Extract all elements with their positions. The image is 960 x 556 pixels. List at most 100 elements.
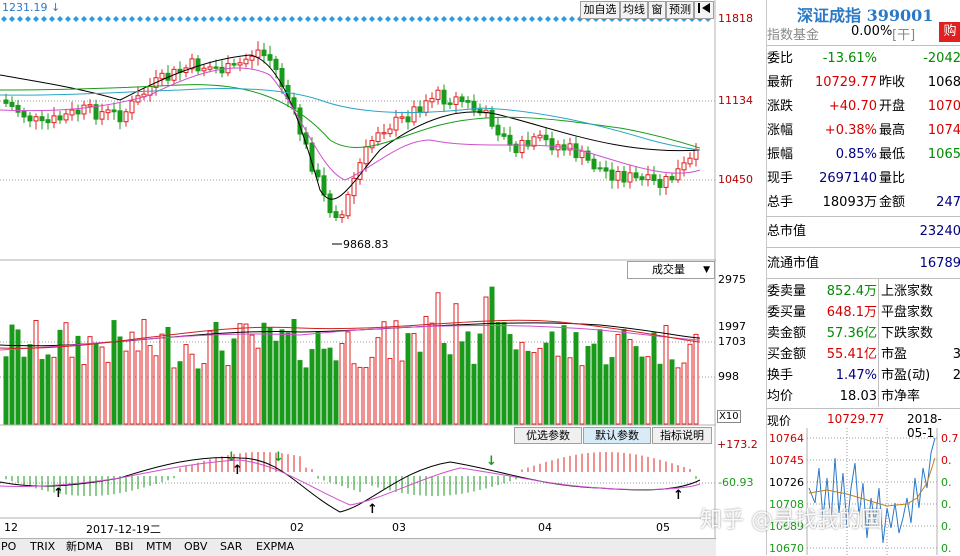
tab-obv[interactable]: OBV — [184, 540, 208, 553]
order-row: 换手 1.47% 市盈(动) 2 — [767, 365, 960, 386]
optimize-params-button[interactable]: 优选参数 — [514, 427, 582, 444]
kline-chart[interactable]: ↑ ↓ ↑ ↓ ↑ ↓ ↑ — [0, 0, 716, 555]
diamond-marker — [209, 16, 215, 22]
volume-bar — [171, 367, 177, 425]
diamond-marker — [225, 16, 231, 22]
volume-bar — [357, 366, 363, 425]
diamond-marker — [393, 16, 399, 22]
volume-bar — [225, 365, 231, 425]
tab-sar[interactable]: SAR — [220, 540, 243, 553]
volume-bar — [453, 303, 459, 425]
tab-bbi[interactable]: BBI — [115, 540, 134, 553]
total-mv-value: 23240 — [919, 224, 960, 239]
order-label: 下跌家数 — [881, 326, 934, 341]
diamond-marker — [145, 16, 151, 22]
diamond-marker — [153, 16, 159, 22]
indicator-explain-button[interactable]: 指标说明 — [652, 427, 712, 444]
candle-up — [531, 136, 537, 147]
intraday-mini-chart[interactable] — [767, 428, 960, 555]
order-row: 委买量 648.1万 平盘家数 — [767, 302, 960, 323]
candle-down — [417, 106, 423, 113]
candle-down — [213, 66, 219, 69]
add-watchlist-button[interactable]: 加自选 — [580, 1, 620, 19]
tab-trix[interactable]: TRIX — [30, 540, 56, 553]
bottom-tab-bar — [0, 538, 716, 556]
candle-down — [3, 99, 9, 104]
volume-axis-label: 2975 — [718, 273, 746, 286]
volume-bar — [429, 322, 435, 425]
volume-bar — [657, 363, 663, 425]
candle-down — [501, 133, 507, 137]
diamond-marker — [521, 16, 527, 22]
quote-value: 0.85% — [835, 147, 877, 162]
total-mv-label: 总市值 — [767, 224, 807, 239]
volume-bar — [345, 331, 351, 425]
order-label: 委卖量 — [767, 284, 807, 299]
default-params-button[interactable]: 默认参数 — [583, 427, 651, 444]
quote-value: -13.61% — [822, 51, 877, 66]
candle-up — [393, 116, 399, 131]
candle-up — [579, 150, 585, 159]
volume-bar — [177, 361, 183, 425]
buy-button[interactable]: 购 — [939, 22, 960, 42]
volume-bar — [279, 329, 285, 425]
candle-up — [675, 168, 681, 181]
avg-line-button[interactable]: 均线 — [620, 1, 648, 19]
volume-bar — [519, 341, 525, 425]
window-button[interactable]: 窗 — [648, 1, 666, 19]
forecast-button[interactable]: 预测 — [666, 1, 694, 19]
candle-down — [651, 174, 657, 182]
tab-mtm[interactable]: MTM — [146, 540, 172, 553]
mini-axis-label: 10764 — [769, 432, 804, 445]
tab-new-dma[interactable]: 新DMA — [66, 540, 103, 553]
diamond-marker — [505, 16, 511, 22]
candle-up — [201, 67, 207, 72]
volume-bar — [639, 356, 645, 425]
diamond-marker — [433, 16, 439, 22]
candle-up — [663, 176, 669, 188]
mini-axis-pct-label: 0. — [941, 476, 952, 489]
volume-bar — [411, 333, 417, 425]
mini-price-label: 现价 — [767, 414, 792, 428]
mini-axis-label: 10708 — [769, 498, 804, 511]
divider — [767, 216, 960, 217]
order-label: 均价 — [767, 389, 794, 404]
candle-down — [273, 58, 279, 70]
quote-value: 2697140 — [819, 171, 877, 186]
diamond-marker — [313, 16, 319, 22]
volume-bar — [45, 354, 51, 425]
candle-up — [345, 194, 351, 217]
volume-bar — [303, 367, 309, 425]
volume-bar — [405, 333, 411, 425]
candle-down — [639, 176, 645, 181]
volume-bar — [21, 356, 27, 425]
candle-up — [51, 115, 57, 124]
quote-label: 最新 — [767, 75, 794, 90]
candle-down — [507, 134, 513, 146]
quote-value: 1068 — [927, 75, 960, 90]
quote-title: 深证成指 399001 — [797, 6, 934, 25]
volume-bar — [207, 330, 213, 425]
volume-bar — [105, 361, 111, 425]
diamond-marker — [185, 16, 191, 22]
candle-up — [63, 113, 69, 121]
indicator-dropdown[interactable]: 成交量 ▼ — [627, 261, 715, 279]
quote-row: 总手 18093万 金额 247 — [767, 192, 960, 213]
volume-bar — [99, 346, 105, 425]
diamond-marker — [385, 16, 391, 22]
candle-up — [99, 111, 105, 120]
volume-bar — [633, 346, 639, 425]
diamond-marker — [369, 16, 375, 22]
date-tick: 04 — [538, 521, 552, 534]
collapse-panel-icon[interactable] — [694, 1, 714, 19]
mini-price-line — [808, 437, 936, 544]
vol-ma-line-3 — [0, 319, 701, 349]
volume-bar — [543, 342, 549, 425]
volume-bar — [369, 356, 375, 425]
quote-label: 涨幅 — [767, 123, 794, 138]
tab-expma[interactable]: EXPMA — [256, 540, 295, 553]
order-value: 57.36亿 — [826, 326, 877, 341]
tab-po[interactable]: PO — [1, 540, 17, 553]
volume-bar — [681, 362, 687, 425]
diamond-marker — [57, 16, 63, 22]
